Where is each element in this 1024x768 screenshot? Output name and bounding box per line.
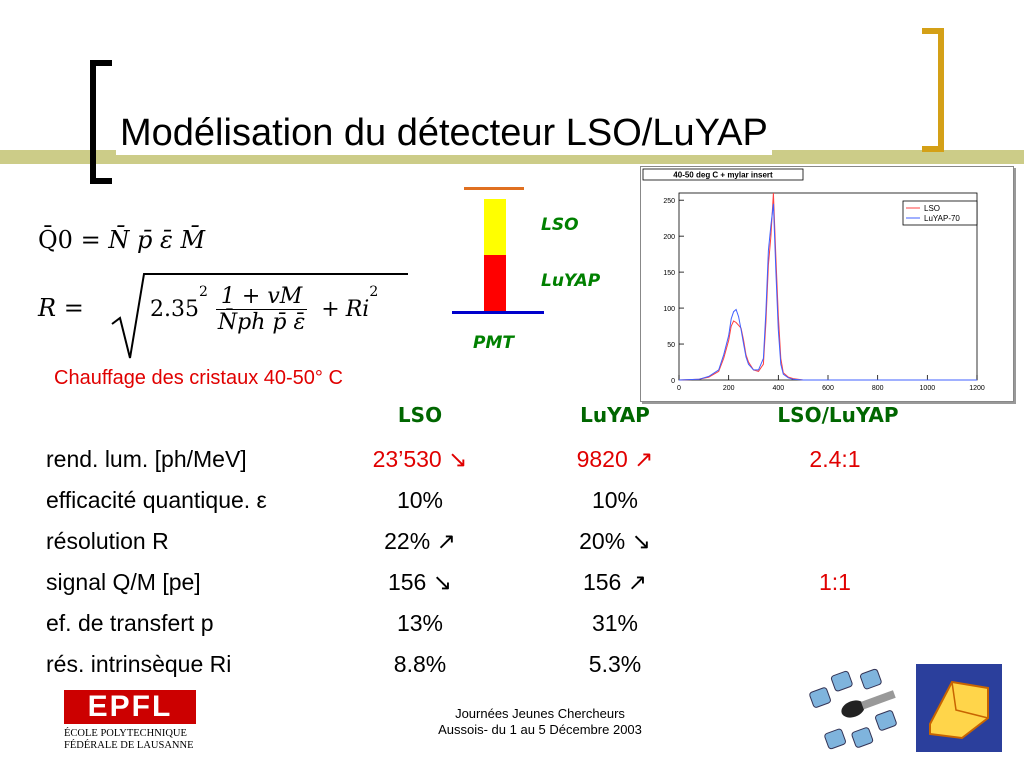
- table-row-label: résolution R: [46, 528, 169, 554]
- x-tick-label: 400: [772, 385, 784, 392]
- footer-line1: Journées Jeunes Chercheurs: [455, 706, 625, 721]
- x-tick-label: 1200: [969, 385, 985, 392]
- x-tick-label: 0: [677, 385, 681, 392]
- histogram-legend: [902, 200, 978, 226]
- detector-top-line: [464, 187, 524, 190]
- luyap-crystal: [484, 255, 506, 311]
- formula-r: R = 2.35 2 1 + vM N̄ph p̄ ε̄ + Ri 2: [38, 272, 418, 362]
- epfl-logo: EPFL ÉCOLE POLYTECHNIQUE FÉDÉRALE DE LAU…: [64, 690, 196, 752]
- histogram-title: 40-50 deg C + mylar insert: [673, 171, 773, 180]
- table-cell-luyap: 10%: [591, 487, 639, 513]
- formula-r-fraction: 1 + vM N̄ph p̄ ε̄: [215, 284, 308, 335]
- table-cell-ratio: 2.4:1: [809, 446, 861, 472]
- y-tick-label: 0: [671, 378, 675, 385]
- histogram-svg: 40-50 deg C + mylar insert 250 200 150 100 5…: [642, 168, 985, 392]
- detector-ring-logo: [808, 668, 898, 750]
- table-row-label: signal Q/M [pe]: [46, 569, 201, 595]
- table-row-label: ef. de transfert p: [46, 610, 214, 636]
- subtitle-heating: Chauffage des cristaux 40-50° C: [54, 367, 343, 389]
- table-cell-ratio: 1:1: [819, 569, 851, 595]
- table-cell-luyap: 9820 ↗: [576, 446, 654, 472]
- formula-q0: Q̄0 = N̄ p̄ ε̄ M̄: [38, 226, 205, 254]
- table-header-ratio: LSO/LuYAP: [777, 403, 899, 427]
- table-cell-lso: 13%: [396, 610, 444, 636]
- histogram-title-box: [642, 168, 804, 181]
- formula-r-coef-exp: 2: [198, 284, 208, 300]
- table-header-lso: LSO: [397, 403, 443, 427]
- x-tick-label: 800: [872, 385, 884, 392]
- pmt-line: [452, 311, 544, 314]
- table-cell-luyap: 20% ↘: [579, 528, 651, 554]
- table-row-label: efficacité quantique. ε: [46, 487, 267, 513]
- table-cell-lso: 22% ↗: [384, 528, 456, 554]
- footer-text: Journées Jeunes Chercheurs Aussois- du 1…: [400, 706, 680, 738]
- slide-title: Modélisation du détecteur LSO/LuYAP: [116, 112, 772, 155]
- sqrt-symbol: [111, 273, 408, 359]
- y-tick-label: 100: [663, 306, 675, 313]
- x-tick-label: 200: [723, 385, 735, 392]
- table-cell-luyap: 31%: [591, 610, 639, 636]
- lso-crystal: [484, 199, 506, 255]
- histogram-panel: 40-50 deg C + mylar insert 250 200 150 100 5…: [640, 166, 1014, 402]
- table-cell-lso: 156 ↘: [387, 569, 453, 595]
- formula-r-coef: 2.35: [150, 297, 199, 322]
- y-tick-label: 250: [663, 198, 675, 205]
- epfl-logo-line1: ÉCOLE POLYTECHNIQUE: [64, 728, 187, 739]
- table-header-luyap: LuYAP: [580, 403, 650, 427]
- formula-r-ri: Ri: [345, 297, 370, 322]
- formula-q0-rhs: N̄ p̄ ε̄ M̄: [108, 226, 206, 254]
- luyap-label: LuYAP: [541, 271, 601, 291]
- legend-label-luyap: LuYAP-70: [924, 214, 960, 223]
- right-bracket-decoration: [922, 28, 944, 152]
- y-tick-label: 200: [663, 234, 675, 241]
- pmt-label: PMT: [473, 333, 514, 353]
- lso-label: LSO: [541, 215, 579, 235]
- legend-label-lso: LSO: [924, 204, 940, 213]
- table-cell-luyap: 156 ↗: [582, 569, 648, 595]
- formula-r-denominator: N̄ph p̄ ε̄: [217, 310, 306, 335]
- histogram-series-lso: [678, 192, 977, 381]
- y-tick-label: 150: [663, 270, 675, 277]
- formula-q0-lhs: Q̄0 =: [38, 226, 101, 254]
- table-cell-lso: 10%: [396, 487, 444, 513]
- formula-r-body: 2.35 2 1 + vM N̄ph p̄ ε̄ + Ri 2: [150, 284, 378, 335]
- epfl-logo-line2: FÉDÉRALE DE LAUSANNE: [64, 740, 194, 751]
- x-tick-label: 1000: [920, 385, 936, 392]
- left-bracket-decoration: [90, 60, 112, 184]
- y-tick-label: 50: [667, 342, 675, 349]
- table-cell-lso: 23’530 ↘: [372, 446, 468, 472]
- formula-r-plus: +: [321, 297, 340, 322]
- crystal-logo: [916, 664, 1002, 752]
- formula-r-numerator: 1 + vM: [215, 284, 308, 310]
- formula-r-ri-exp: 2: [369, 284, 379, 300]
- formula-r-lhs: R =: [38, 294, 84, 322]
- table-cell-lso: 8.8%: [393, 651, 447, 677]
- table-row-label: rend. lum. [ph/MeV]: [46, 446, 247, 472]
- x-tick-label: 600: [822, 385, 834, 392]
- footer-line2: Aussois- du 1 au 5 Décembre 2003: [438, 722, 642, 737]
- table-cell-luyap: 5.3%: [588, 651, 642, 677]
- histogram-series-luyap-70: [678, 203, 977, 381]
- epfl-logo-mark: EPFL: [64, 690, 196, 724]
- table-row-label: rés. intrinsèque Ri: [46, 651, 232, 677]
